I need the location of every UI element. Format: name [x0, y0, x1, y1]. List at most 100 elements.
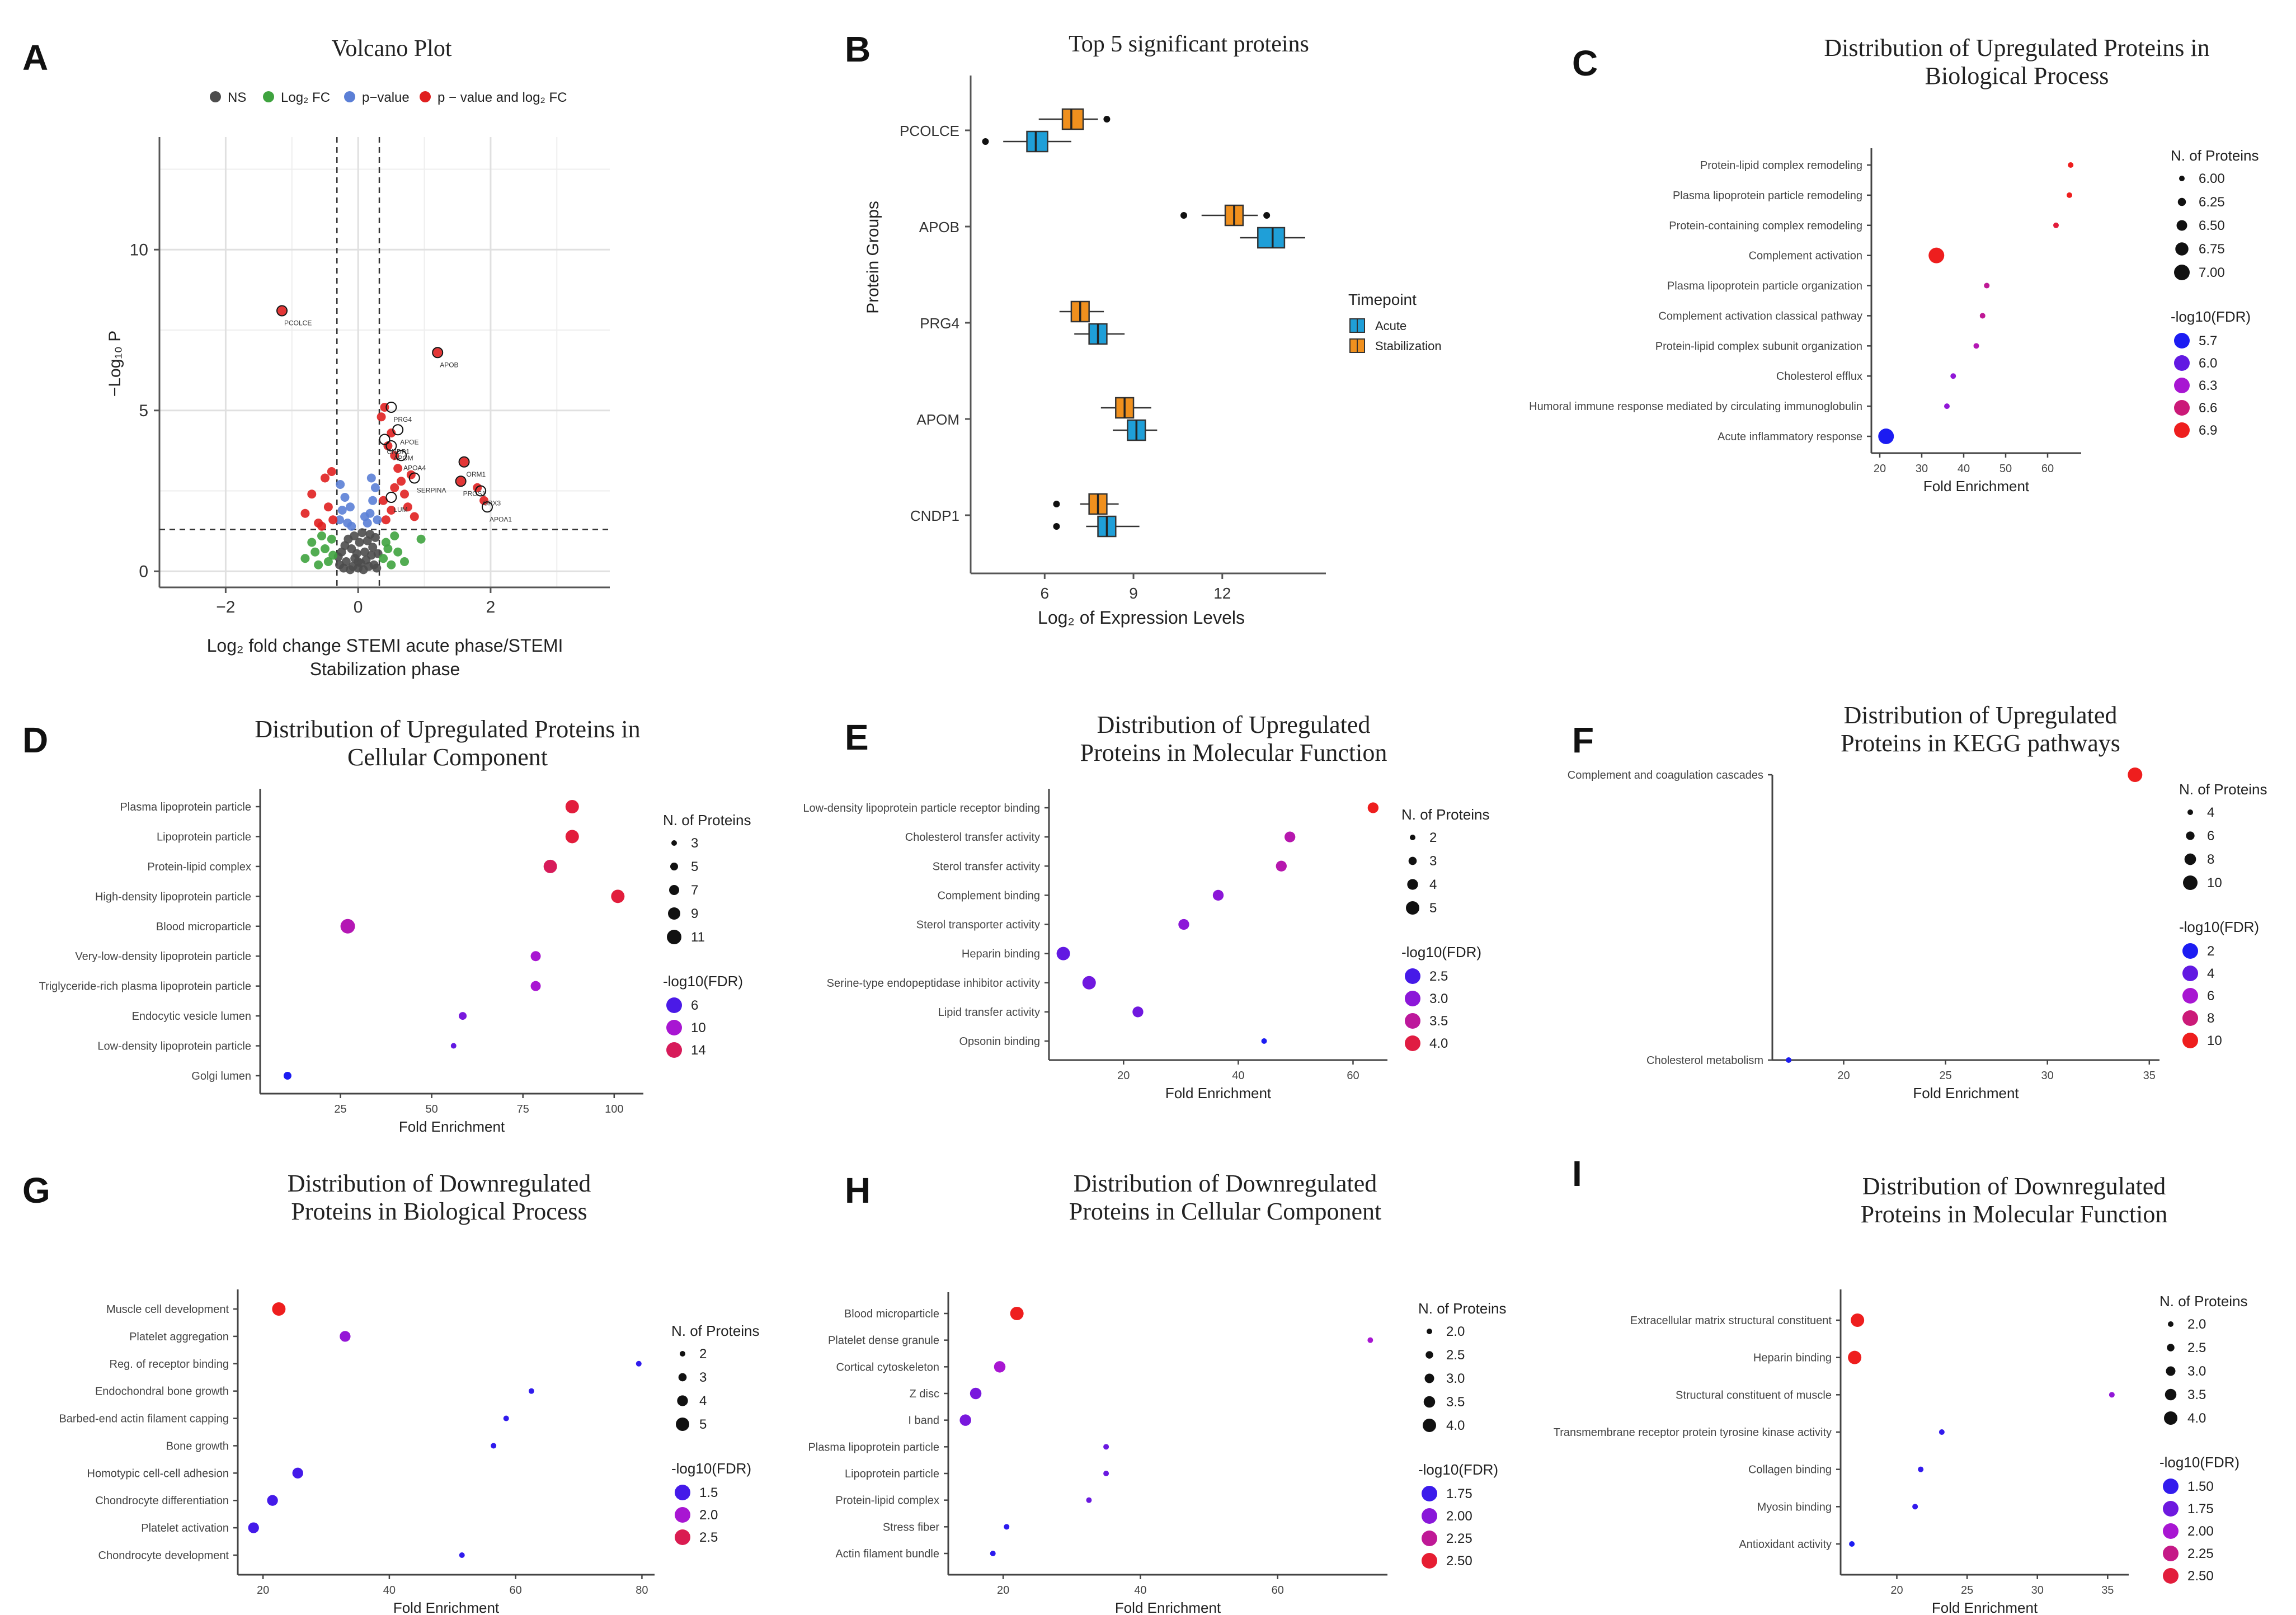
box-plot: 6 9 12 PCOLCE APOB PRG4 APOM CNDP1 Top 5 signifi…: [864, 31, 1442, 628]
size-legend-title: N. of Proteins: [2171, 147, 2259, 164]
p-point: [366, 473, 376, 483]
sig-point: [383, 441, 393, 450]
protein-label: SERPINA: [417, 487, 446, 495]
size-legend-dot: [2176, 220, 2187, 231]
x-tick-label: 12: [1213, 585, 1231, 602]
enrichment-point: [990, 1551, 996, 1556]
x-axis-title: Fold Enrichment: [1165, 1085, 1272, 1101]
fc-point: [323, 557, 333, 566]
p-point: [336, 480, 345, 489]
size-legend-dot: [1406, 901, 1419, 915]
term-label: Chondrocyte development: [98, 1550, 229, 1562]
term-label: Complement binding: [938, 889, 1040, 902]
enrichment-point: [283, 1072, 291, 1080]
enrichment-point: [1851, 1313, 1865, 1327]
color-legend-label: 2.25: [2187, 1546, 2214, 1561]
color-legend-label: 4.0: [1429, 1036, 1448, 1051]
size-legend-dot: [1423, 1419, 1436, 1432]
term-label: Sterol transporter activity: [916, 919, 1040, 931]
enrichment-point: [1918, 1466, 1924, 1472]
term-label: Lipid transfer activity: [938, 1006, 1040, 1019]
p-point: [340, 493, 350, 502]
sig-point: [327, 467, 336, 476]
fc-point: [307, 538, 317, 547]
enrichment-point: [1056, 947, 1070, 960]
enrichment-point: [1103, 1444, 1109, 1450]
x-axis-title: Stabilization phase: [310, 659, 460, 679]
x-tick-label: 2: [486, 598, 496, 616]
panel-letter-c: C: [1572, 43, 1598, 83]
x-tick-label: 100: [605, 1103, 623, 1115]
color-legend-dot: [2163, 1546, 2179, 1561]
term-label: Lipoprotein particle: [157, 831, 251, 843]
box-outlier: [1053, 523, 1060, 530]
enrichment-point: [1212, 889, 1224, 901]
size-legend-label: 8: [2207, 852, 2214, 867]
fc-point: [327, 534, 336, 544]
enrichment-point: [1004, 1524, 1010, 1530]
size-legend-label: 2.5: [1446, 1348, 1465, 1363]
x-tick-label: 35: [2101, 1584, 2114, 1597]
size-legend-label: 3.5: [2187, 1387, 2206, 1402]
p-point: [360, 512, 369, 521]
box-outlier: [1103, 116, 1111, 123]
y-tick-label: 5: [139, 402, 148, 420]
color-legend-dot: [1405, 1013, 1420, 1029]
size-legend-label: 9: [691, 906, 698, 921]
x-tick-label: 60: [2041, 463, 2054, 475]
fc-point: [390, 531, 399, 540]
enrichment-point: [1848, 1350, 1862, 1364]
legend-label: Log₂ FC: [281, 90, 330, 105]
term-label: Z disc: [910, 1388, 939, 1400]
size-legend-dot: [2177, 197, 2186, 206]
fc-point: [320, 544, 330, 553]
x-axis-title: Fold Enrichment: [1932, 1599, 2038, 1615]
sig-point: [403, 502, 412, 512]
chart-title: Distribution of Downregulated: [1862, 1173, 2166, 1200]
chart-title: Distribution of Downregulated: [288, 1170, 591, 1197]
panel-letter-h: H: [845, 1170, 871, 1211]
term-label: Opsonin binding: [959, 1035, 1040, 1048]
color-legend-dot: [2174, 378, 2190, 393]
box-outlier: [1263, 212, 1271, 219]
term-label: Plasma lipoprotein particle remodeling: [1673, 190, 1862, 202]
term-label: Protein-lipid complex: [147, 861, 251, 873]
ns-point: [350, 531, 359, 540]
color-legend-dot: [2182, 1010, 2198, 1026]
protein-label: APOB: [440, 361, 458, 369]
ns-point: [341, 557, 351, 566]
term-label: Extracellular matrix structural constitu…: [1630, 1315, 1832, 1327]
size-legend-dot: [2164, 1411, 2177, 1425]
enrichment-point: [994, 1361, 1006, 1373]
x-tick-label: 25: [334, 1103, 346, 1115]
fc-point: [314, 560, 323, 569]
label-marker: [455, 475, 467, 487]
box-body: [1061, 108, 1084, 130]
chart-title: Proteins in Biological Process: [291, 1198, 587, 1225]
x-axis-title: Fold Enrichment: [1913, 1085, 2019, 1101]
term-label: Plasma lipoprotein particle organization: [1667, 280, 1862, 293]
term-label: Endochondral bone growth: [95, 1386, 229, 1398]
color-legend-label: 6.6: [2199, 401, 2217, 416]
ns-point: [354, 557, 363, 566]
p-point: [373, 515, 382, 525]
sig-point: [479, 496, 489, 505]
enrichment-point: [1276, 860, 1287, 872]
size-legend-dot: [669, 885, 679, 895]
enrichment-point: [1950, 373, 1956, 379]
category-label: PRG4: [920, 315, 959, 332]
color-legend-title: -log10(FDR): [1401, 944, 1481, 960]
color-legend-title: -log10(FDR): [2179, 919, 2259, 935]
color-legend-dot: [2163, 1479, 2179, 1494]
color-legend-dot: [666, 1042, 682, 1058]
ns-point: [352, 549, 361, 558]
term-label: Actin filament bundle: [835, 1548, 939, 1560]
term-label: Cortical cytoskeleton: [836, 1361, 939, 1373]
ns-point: [360, 547, 369, 557]
size-legend-dot: [667, 930, 681, 944]
enrichment-point: [959, 1414, 971, 1426]
color-legend-dot: [666, 997, 682, 1013]
p-point: [345, 502, 355, 512]
size-legend-dot: [2166, 1366, 2176, 1376]
